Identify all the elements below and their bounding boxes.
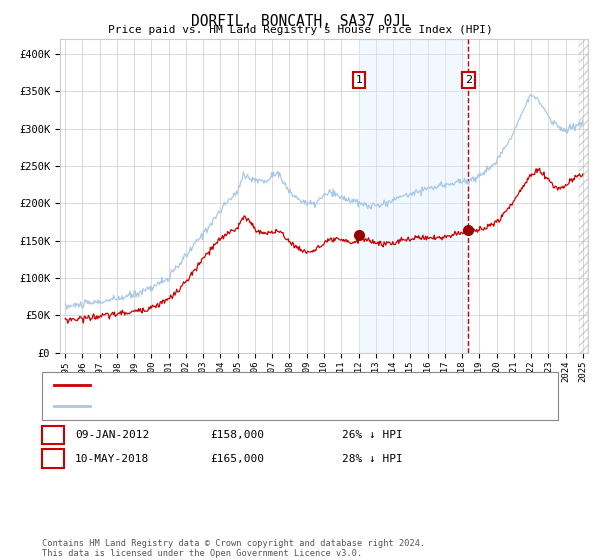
Bar (578, 39, 588, 353)
Text: 26% ↓ HPI: 26% ↓ HPI (342, 430, 403, 440)
Text: 2: 2 (49, 454, 56, 464)
Text: HPI: Average price, detached house, Pembrokeshire: HPI: Average price, detached house, Pemb… (97, 401, 403, 411)
Text: This data is licensed under the Open Government Licence v3.0.: This data is licensed under the Open Gov… (42, 549, 362, 558)
Bar (359, 39, 469, 353)
Text: 1: 1 (49, 430, 56, 440)
Text: 09-JAN-2012: 09-JAN-2012 (75, 430, 149, 440)
Text: Price paid vs. HM Land Registry's House Price Index (HPI): Price paid vs. HM Land Registry's House … (107, 25, 493, 35)
Text: £165,000: £165,000 (210, 454, 264, 464)
Text: DORFIL, BONCATH, SA37 0JL (detached house): DORFIL, BONCATH, SA37 0JL (detached hous… (97, 380, 360, 390)
Text: £158,000: £158,000 (210, 430, 264, 440)
Text: 28% ↓ HPI: 28% ↓ HPI (342, 454, 403, 464)
Text: 10-MAY-2018: 10-MAY-2018 (75, 454, 149, 464)
Text: 2: 2 (465, 75, 472, 85)
Text: 1: 1 (356, 75, 362, 85)
Text: DORFIL, BONCATH, SA37 0JL: DORFIL, BONCATH, SA37 0JL (191, 14, 409, 29)
Text: Contains HM Land Registry data © Crown copyright and database right 2024.: Contains HM Land Registry data © Crown c… (42, 539, 425, 548)
